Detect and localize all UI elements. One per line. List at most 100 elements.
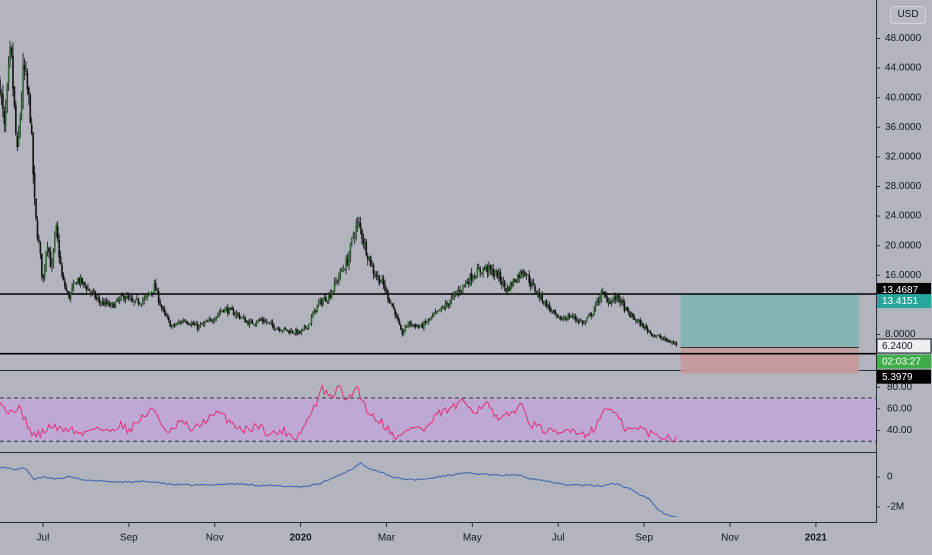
candle-body [625, 307, 627, 311]
candle-body [304, 326, 307, 328]
candle-body [306, 327, 308, 329]
candle-body [498, 272, 500, 278]
candle-body [444, 303, 447, 309]
candle-body [381, 278, 383, 282]
candle-body [3, 110, 6, 124]
rsi-tick-label: 40.00 [887, 425, 912, 436]
candle-body [447, 303, 450, 306]
obv-line [0, 462, 677, 518]
candle-body [389, 302, 392, 304]
candle-body [51, 263, 53, 267]
candle-body [515, 281, 518, 283]
candle-body [160, 305, 163, 308]
candle-body [169, 320, 171, 327]
candle-body [107, 302, 109, 305]
candle-body [629, 312, 631, 318]
candle-body [630, 313, 633, 318]
candle-body [326, 300, 329, 302]
target-zone[interactable] [680, 294, 859, 348]
candle-body [599, 298, 601, 302]
candle-body [545, 300, 548, 308]
candle-body [475, 276, 477, 278]
candle-body [473, 276, 476, 278]
candle-body [362, 239, 365, 244]
candle-body [130, 298, 133, 300]
candle-body [36, 220, 39, 240]
candle-body [201, 323, 203, 325]
candle-body [531, 282, 533, 286]
candle-body [198, 325, 200, 330]
candle-body [603, 292, 606, 295]
candle-body [619, 298, 621, 304]
obv-tick-label: 0 [887, 472, 893, 483]
candle-body [2, 93, 4, 110]
candle-body [156, 290, 158, 292]
candle-body [91, 291, 94, 293]
candle-body [78, 278, 81, 284]
candle-body [276, 328, 278, 330]
candle-body [669, 342, 672, 344]
candle-body [561, 318, 564, 321]
candle-body [514, 279, 516, 282]
candle-body [149, 293, 151, 295]
entry-price-label-bg [876, 338, 932, 354]
candle-body [228, 307, 231, 315]
candle-body [501, 281, 503, 285]
candle-body [571, 315, 574, 317]
currency-button[interactable]: USD [890, 6, 926, 24]
candle-body [574, 316, 577, 320]
candle-body [134, 299, 137, 303]
candle-body [126, 295, 128, 300]
resistance-price-label: 13.4687 [882, 285, 919, 296]
candle-body [483, 268, 486, 270]
candle-body [250, 320, 252, 322]
candle-body [113, 303, 115, 309]
candle-body [178, 322, 180, 324]
countdown-label-bg [877, 354, 931, 369]
candle-body [529, 282, 532, 287]
candle-body [636, 320, 639, 322]
candle-body [332, 290, 334, 293]
support-price-label-bg [877, 369, 931, 384]
stop-zone[interactable] [680, 347, 859, 374]
candle-body [232, 309, 235, 316]
candle-body [273, 325, 275, 329]
candle-body [526, 274, 529, 276]
candle-body [614, 296, 617, 301]
candle-body [519, 270, 522, 278]
candle-body [607, 300, 610, 303]
candle-body [581, 320, 584, 325]
candle-body [479, 268, 482, 273]
candle-body [397, 315, 399, 321]
candle-body [339, 269, 342, 278]
candle-body [333, 281, 336, 292]
candle-body [420, 324, 422, 327]
time-tick-label: May [463, 533, 482, 544]
candle-body [219, 311, 222, 313]
candle-body [516, 275, 519, 283]
candle-body [606, 296, 608, 303]
candle-body [29, 94, 32, 123]
candle-body [439, 309, 441, 311]
candle-body [165, 312, 167, 316]
candle-body [661, 338, 663, 340]
candle-body [22, 65, 24, 100]
target-price-label: 13.4151 [882, 296, 919, 307]
candle-body [446, 302, 448, 305]
candle-body [7, 65, 10, 83]
candle-body [74, 281, 76, 283]
candle-body [480, 272, 483, 274]
candle-body [671, 342, 673, 344]
candle-body [144, 297, 147, 298]
candle-body [404, 325, 407, 331]
candle-body [466, 282, 469, 283]
candle-body [62, 274, 65, 280]
candle-body [578, 320, 581, 322]
candle-body [532, 282, 535, 286]
candle-body [240, 317, 242, 319]
candle-body [488, 265, 490, 274]
candle-body [75, 282, 78, 285]
candle-body [139, 303, 141, 305]
